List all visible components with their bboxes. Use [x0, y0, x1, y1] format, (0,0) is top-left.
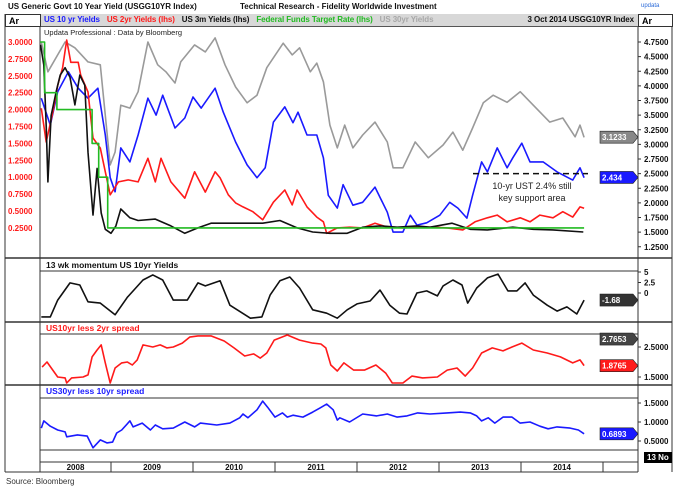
right-axis-label: 4.2500: [644, 67, 669, 76]
series-line-us10yr-less-2yr-spread: [41, 334, 585, 384]
series-line-us-2yr-yields-lhs-: [40, 39, 585, 235]
legend-us3m: US 3m Yields (lhs): [181, 15, 250, 24]
right-axis-label: 0: [644, 289, 649, 298]
legend-fed-funds: Federal Funds Target Rate (lhs): [256, 15, 373, 24]
year-label: 2013: [471, 463, 489, 472]
chart-title: US Generic Govt 10 Year Yield (USGG10YR …: [8, 2, 197, 11]
legend-date-index: 3 Oct 2014 USGG10YR Index: [527, 15, 635, 24]
report-title: Technical Research - Fidelity Worldwide …: [240, 2, 437, 11]
right-axis-label: 1.7500: [644, 214, 669, 223]
right-axis-label: 1.2500: [644, 243, 669, 252]
right-axis-label: 2.2500: [644, 184, 669, 193]
right-axis-label: 3.7500: [644, 97, 669, 106]
left-axis-label: 2.2500: [8, 89, 33, 98]
series-line-us-30yr-yields: [40, 37, 585, 169]
right-axis-label: 2.0000: [644, 199, 669, 208]
year-label: 2014: [553, 463, 571, 472]
left-axis-label: 0.7500: [8, 190, 33, 199]
right-axis-label: 2.5000: [644, 170, 669, 179]
cursor-date-box: 13 No: [644, 452, 672, 463]
left-axis-label: 2.5000: [8, 72, 33, 81]
annotation-line2: key support area: [498, 193, 566, 203]
last-value-marker: [599, 427, 639, 441]
right-axis-label: 4.5000: [644, 53, 669, 62]
left-axis-label: 1.0000: [8, 173, 33, 182]
right-axis-label: 1.0000: [644, 418, 669, 427]
series-line-us-10-yr-yields: [40, 71, 585, 233]
right-axis-label: 2.7500: [644, 155, 669, 164]
year-label: 2012: [389, 463, 407, 472]
right-axis-label: 5: [644, 268, 649, 277]
legend: US 10 yr Yields US 2yr Yields (lhs) US 3…: [44, 14, 634, 26]
last-value-marker: [599, 130, 639, 144]
last-value-marker: [599, 293, 639, 307]
left-axis-label: 1.7500: [8, 123, 33, 132]
series-line-federal-funds-target-rate-lhs-: [40, 41, 585, 229]
series-line-13-wk-momentum: [41, 273, 585, 319]
last-value-marker: [599, 332, 639, 346]
data-source-subtitle: Updata Professional : Data by Bloomberg: [44, 28, 182, 37]
last-value-label: -1.68: [602, 296, 621, 305]
left-axis-label: 2.7500: [8, 55, 33, 64]
spread-panel-title: US10yr less 2yr spread: [46, 323, 140, 333]
left-axis-label: 2.0000: [8, 106, 33, 115]
right-axis-label: 1.5000: [644, 399, 669, 408]
right-axis-label: 0.5000: [644, 437, 669, 446]
last-value-label: 2.7653: [602, 335, 627, 344]
right-axis-label: 4.7500: [644, 38, 669, 47]
right-axis-label: 1.5000: [644, 228, 669, 237]
left-axis-label: 0.2500: [8, 224, 33, 233]
series-line-us30yr-less-10yr-spread: [40, 400, 585, 449]
last-value-label: 3.1233: [602, 133, 627, 142]
right-axis-label: 4.0000: [644, 82, 669, 91]
left-axis-label: 3.0000: [8, 38, 33, 47]
right-axis-label: 2.5000: [644, 343, 669, 352]
last-value-label: 1.8765: [602, 362, 627, 371]
right-axis-header: Ar: [638, 14, 673, 27]
last-value-label: 0.6893: [602, 430, 627, 439]
right-axis-label: 2.5: [644, 279, 656, 288]
right-axis-label: 3.5000: [644, 111, 669, 120]
left-axis-header: Ar: [5, 14, 41, 27]
legend-bar: [40, 14, 638, 27]
last-value-marker: [599, 359, 639, 373]
right-axis-label: 3.0000: [644, 140, 669, 149]
legend-us2yr: US 2yr Yields (lhs): [106, 15, 175, 24]
left-axis-label: 1.2500: [8, 156, 33, 165]
year-label: 2010: [225, 463, 243, 472]
year-label: 2011: [307, 463, 325, 472]
legend-us10yr: US 10 yr Yields: [44, 15, 100, 24]
year-label: 2009: [143, 463, 161, 472]
updata-logo: updata: [641, 3, 660, 9]
momentum-panel-title: 13 wk momentum US 10yr Yields: [46, 260, 179, 270]
last-value-label: 2.434: [602, 173, 623, 182]
spread3010-panel-title: US30yr less 10yr spread: [46, 386, 145, 396]
last-value-marker: [599, 171, 639, 184]
right-axis-label: 1.5000: [644, 373, 669, 382]
year-label: 2008: [67, 463, 85, 472]
source-note: Source: Bloomberg: [6, 477, 75, 486]
left-axis-label: 1.5000: [8, 139, 33, 148]
annotation-line1: 10-yr UST 2.4% still: [492, 181, 572, 191]
left-axis-label: 0.5000: [8, 207, 33, 216]
legend-us30yr: US 30yr Yields: [379, 15, 434, 24]
right-axis-label: 3.2500: [644, 126, 669, 135]
series-line-us-3m-yields-lhs-: [40, 44, 584, 235]
